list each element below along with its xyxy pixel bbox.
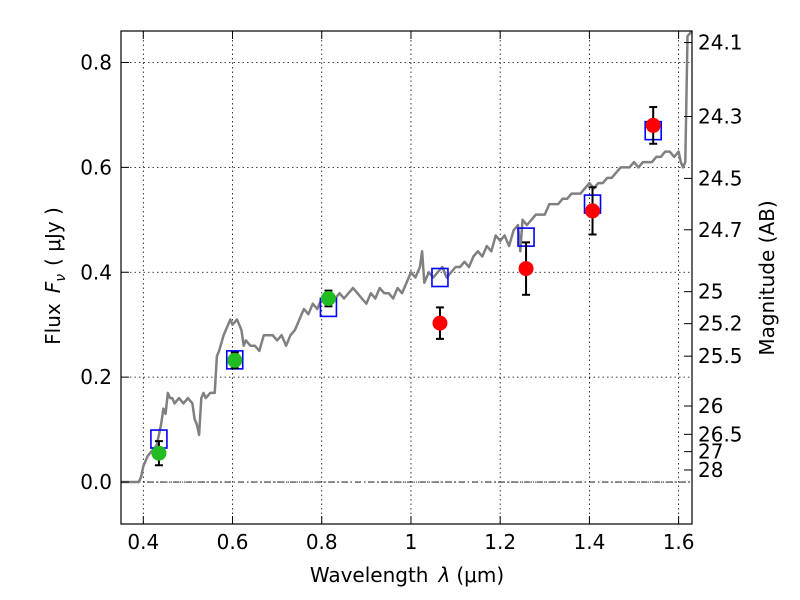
series-layer: [121, 30, 693, 484]
x-tick-label: 1.2: [484, 530, 516, 554]
observed-data-point: [645, 117, 661, 133]
y-tick-label: 0.4: [80, 260, 112, 284]
magnitude-tick-label: 24.7: [698, 218, 743, 242]
magnitude-tick-label: 24.1: [698, 31, 743, 55]
magnitude-tick-label: 25.5: [698, 344, 743, 368]
x-axis-label: Wavelength λ (μm): [310, 563, 504, 587]
observed-data-point: [585, 203, 601, 219]
magnitude-tick-label: 25.2: [698, 312, 743, 336]
magnitude-tick-label: 24.5: [698, 166, 743, 190]
x-axis-ticks: 0.4 0.6 0.8 1 1.2 1.4 1.6: [127, 31, 695, 554]
x-tick-label: 1: [405, 530, 418, 554]
magnitude-tick-label: 26.5: [698, 422, 743, 446]
magnitude-tick-label: 24.3: [698, 104, 743, 128]
x-tick-label: 1.4: [573, 530, 605, 554]
x-tick-label: 0.6: [217, 530, 249, 554]
model-photometry-square: [431, 267, 449, 288]
y-axis-label: FluxFν( μJy ): [41, 207, 69, 345]
plot-frame: [120, 30, 693, 525]
magnitude-tick-label: 27: [698, 440, 723, 464]
observed-data-point: [151, 445, 167, 461]
observed-data-point: [227, 352, 243, 368]
observed-data-point: [320, 290, 336, 306]
magnitude-tick-label: 25: [698, 280, 723, 304]
x-tick-label: 0.4: [127, 530, 159, 554]
y-tick-label: 0.6: [80, 155, 112, 179]
x-tick-label: 0.8: [306, 530, 338, 554]
y-axis-ticks: 0.0 0.2 0.4 0.6 0.8: [80, 50, 129, 494]
magnitude-axis-label: Magnitude (AB): [755, 200, 779, 355]
model-template-line: [121, 30, 693, 484]
y-tick-label: 0.8: [80, 50, 112, 74]
observed-data-point: [518, 261, 534, 277]
y-tick-label: 0.2: [80, 365, 112, 389]
y-tick-label: 0.0: [80, 470, 112, 494]
magnitude-tick-label: 28: [698, 458, 723, 482]
observed-data-point: [432, 315, 448, 331]
x-tick-label: 1.6: [663, 530, 695, 554]
magnitude-tick-label: 26: [698, 394, 723, 418]
